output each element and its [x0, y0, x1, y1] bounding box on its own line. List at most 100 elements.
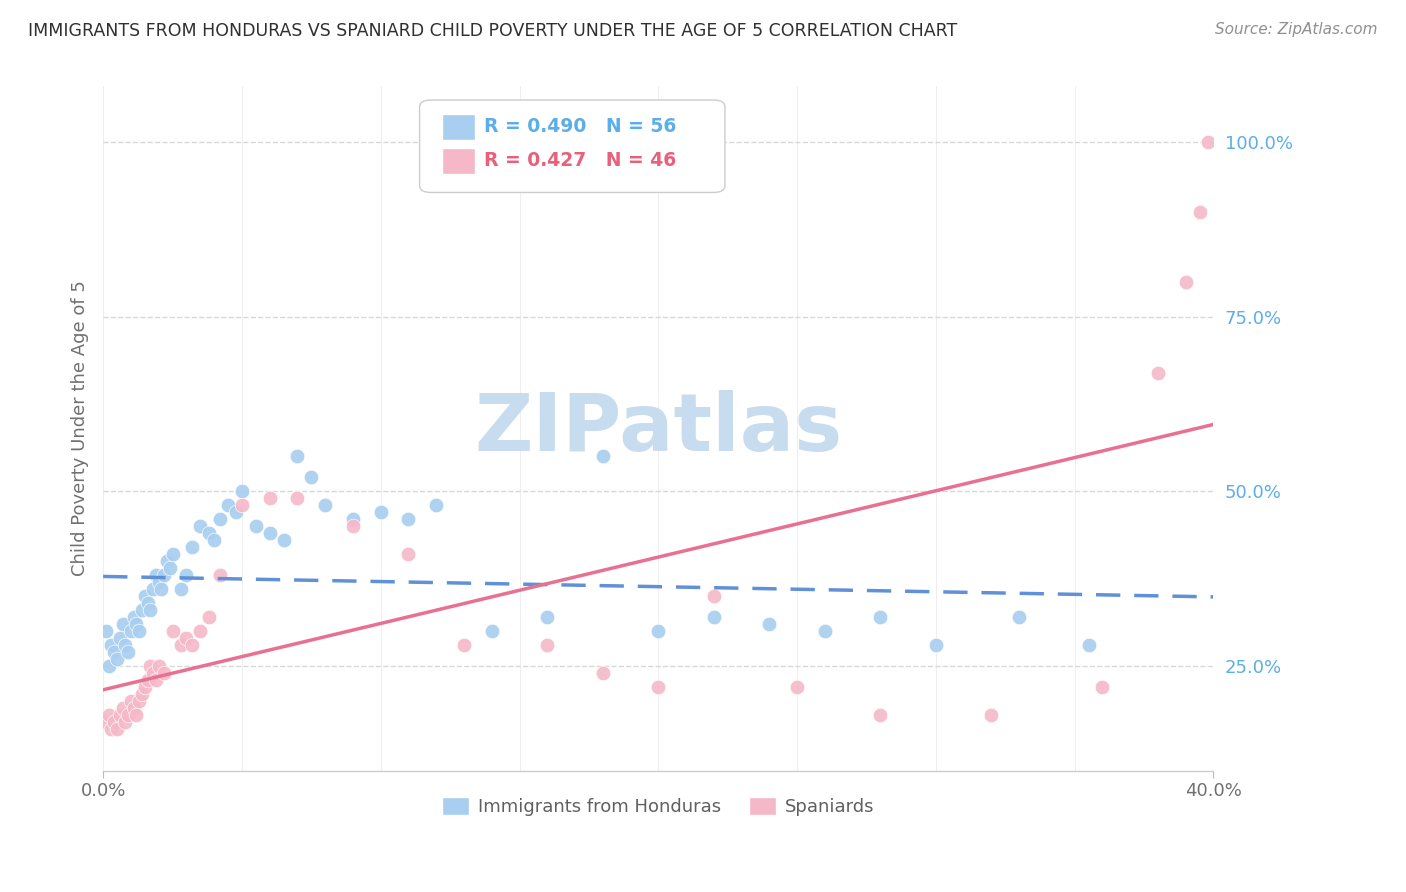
- Point: [217, 499, 239, 513]
- Point: [97, 707, 120, 722]
- Point: [536, 610, 558, 624]
- Point: [208, 568, 231, 582]
- Point: [100, 722, 122, 736]
- Point: [122, 701, 145, 715]
- Point: [145, 673, 167, 687]
- Point: [150, 582, 173, 596]
- Point: [231, 499, 253, 513]
- Point: [122, 610, 145, 624]
- Point: [225, 505, 247, 519]
- Point: [202, 533, 225, 548]
- Point: [142, 582, 165, 596]
- Point: [592, 665, 614, 680]
- Point: [142, 665, 165, 680]
- Point: [159, 561, 181, 575]
- Point: [758, 617, 780, 632]
- Point: [131, 603, 153, 617]
- Text: ZIPatlas: ZIPatlas: [474, 390, 842, 467]
- Point: [111, 701, 134, 715]
- Point: [148, 575, 170, 590]
- Point: [181, 638, 204, 652]
- Point: [299, 470, 322, 484]
- Point: [1008, 610, 1031, 624]
- Point: [181, 540, 204, 554]
- Y-axis label: Child Poverty Under the Age of 5: Child Poverty Under the Age of 5: [72, 281, 89, 576]
- Point: [188, 519, 211, 533]
- Point: [108, 631, 131, 645]
- Point: [153, 568, 176, 582]
- Point: [398, 547, 420, 561]
- Point: [153, 665, 176, 680]
- Point: [314, 499, 336, 513]
- Text: R = 0.490   N = 56: R = 0.490 N = 56: [484, 118, 676, 136]
- Point: [814, 624, 837, 638]
- Point: [176, 631, 198, 645]
- Point: [786, 680, 808, 694]
- Point: [273, 533, 295, 548]
- Point: [100, 638, 122, 652]
- Point: [148, 659, 170, 673]
- Point: [139, 659, 162, 673]
- Point: [105, 722, 128, 736]
- Point: [1197, 135, 1219, 149]
- Point: [208, 512, 231, 526]
- Point: [342, 519, 364, 533]
- Point: [925, 638, 948, 652]
- Text: IMMIGRANTS FROM HONDURAS VS SPANIARD CHILD POVERTY UNDER THE AGE OF 5 CORRELATIO: IMMIGRANTS FROM HONDURAS VS SPANIARD CHI…: [28, 22, 957, 40]
- Point: [108, 707, 131, 722]
- Point: [869, 707, 891, 722]
- Point: [134, 680, 156, 694]
- FancyBboxPatch shape: [419, 100, 725, 193]
- Point: [114, 638, 136, 652]
- Point: [117, 645, 139, 659]
- Point: [162, 624, 184, 638]
- Point: [114, 714, 136, 729]
- Point: [136, 596, 159, 610]
- Point: [103, 645, 125, 659]
- Point: [94, 624, 117, 638]
- Point: [370, 505, 392, 519]
- Point: [980, 707, 1002, 722]
- Point: [245, 519, 267, 533]
- Point: [592, 450, 614, 464]
- Point: [536, 638, 558, 652]
- Point: [231, 484, 253, 499]
- Point: [170, 582, 193, 596]
- Point: [398, 512, 420, 526]
- Point: [170, 638, 193, 652]
- Point: [1091, 680, 1114, 694]
- Point: [197, 526, 219, 541]
- Point: [703, 589, 725, 603]
- Point: [134, 589, 156, 603]
- Bar: [441, 148, 475, 174]
- Point: [120, 624, 142, 638]
- Point: [131, 687, 153, 701]
- Point: [105, 652, 128, 666]
- Point: [197, 610, 219, 624]
- Point: [97, 659, 120, 673]
- Text: Source: ZipAtlas.com: Source: ZipAtlas.com: [1215, 22, 1378, 37]
- Point: [1174, 275, 1197, 289]
- Point: [128, 694, 150, 708]
- Point: [287, 450, 309, 464]
- Text: R = 0.427   N = 46: R = 0.427 N = 46: [484, 152, 676, 170]
- Point: [342, 512, 364, 526]
- Point: [117, 707, 139, 722]
- Point: [139, 603, 162, 617]
- Point: [1077, 638, 1099, 652]
- Point: [136, 673, 159, 687]
- Point: [94, 714, 117, 729]
- Point: [120, 694, 142, 708]
- Point: [156, 554, 179, 568]
- Point: [128, 624, 150, 638]
- Point: [125, 707, 148, 722]
- Point: [287, 491, 309, 506]
- Point: [103, 714, 125, 729]
- Point: [188, 624, 211, 638]
- Point: [176, 568, 198, 582]
- Legend: Immigrants from Honduras, Spaniards: Immigrants from Honduras, Spaniards: [434, 789, 882, 823]
- Point: [145, 568, 167, 582]
- Point: [647, 624, 669, 638]
- Point: [453, 638, 475, 652]
- Point: [111, 617, 134, 632]
